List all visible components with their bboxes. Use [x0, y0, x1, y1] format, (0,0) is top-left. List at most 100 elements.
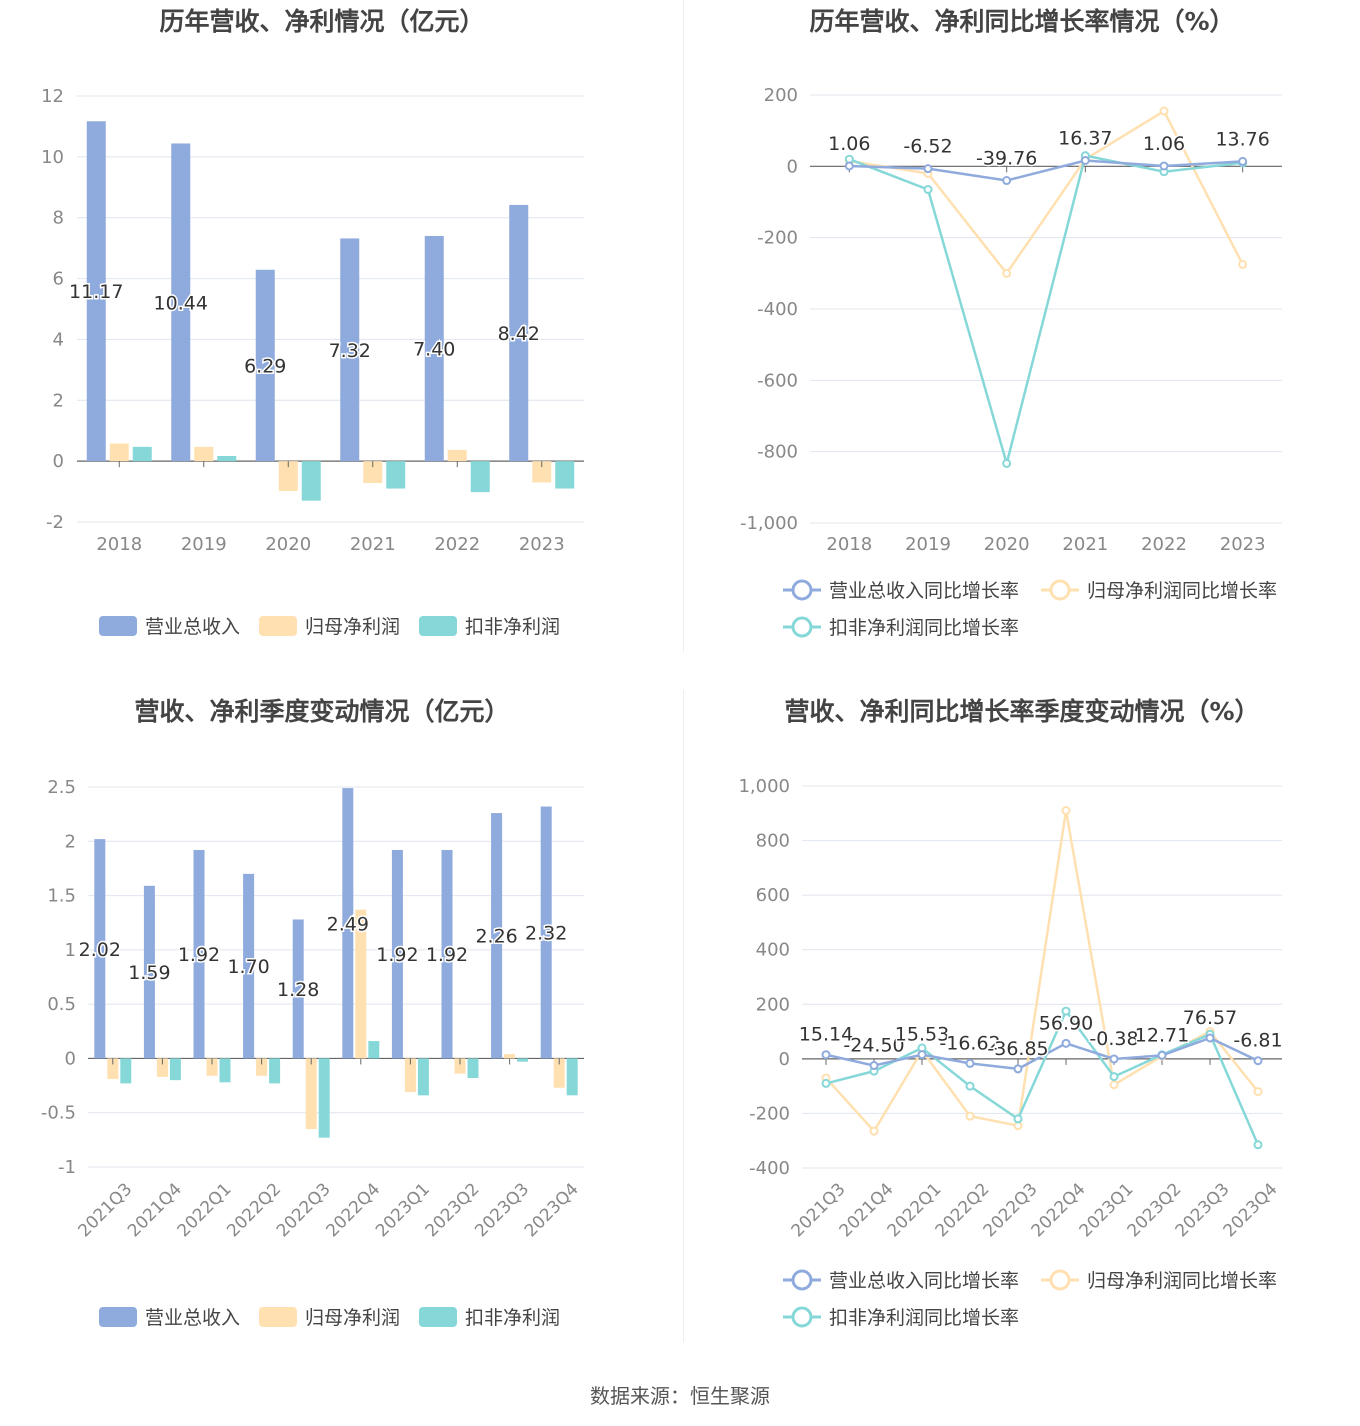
bar-deducted-profit [467, 1058, 479, 1078]
data-label: -0.38 [1089, 1028, 1138, 1050]
bar-revenue [86, 121, 106, 462]
chart-annual-revenue-profit: 历年营收、净利情况（亿元） -2 0 2 4 6 8 10 12 2018 2019 2020 2021… [41, 7, 584, 638]
x-tick-label: 2021Q3 [74, 1179, 136, 1241]
bar-deducted-profit [169, 1058, 181, 1081]
data-label: -6.81 [1233, 1030, 1282, 1052]
y-tick-label: 400 [756, 940, 790, 961]
x-tick-label: 2022Q3 [273, 1179, 335, 1241]
legend-item: 归母净利润同比增长率 [1041, 1269, 1277, 1292]
bar-net-profit [194, 446, 214, 462]
y-tick-label: 200 [764, 85, 798, 106]
legend-label: 归母净利润 [305, 1307, 400, 1329]
x-tick-label: 2021Q4 [124, 1179, 186, 1241]
legend-item: 营业总收入同比增长率 [783, 1269, 1019, 1292]
data-label: 2.49 [327, 913, 369, 935]
y-tick-label: -2 [46, 512, 64, 533]
legend-label: 营业总收入同比增长率 [829, 1270, 1019, 1292]
series-line-deducted-profit-growth [848, 154, 1243, 469]
bar-net-profit [256, 1058, 268, 1076]
legend-marker [1049, 1269, 1071, 1291]
data-point [917, 1050, 927, 1060]
bar-deducted-profit [566, 1058, 578, 1096]
legend-item: 扣非净利润 [419, 1307, 560, 1329]
data-point [1013, 1064, 1023, 1074]
data-label: 7.40 [413, 339, 455, 361]
legend-swatch [99, 1307, 137, 1327]
y-tick-label: 600 [756, 885, 790, 906]
data-label: 12.71 [1135, 1024, 1189, 1046]
data-point [869, 1126, 879, 1136]
bar-net-profit [504, 1054, 516, 1059]
bar-net-profit [305, 1058, 317, 1129]
data-label: -36.85 [987, 1038, 1048, 1060]
data-point [844, 161, 854, 171]
bar-net-profit [404, 1058, 416, 1093]
bar-net-profit [206, 1058, 218, 1076]
legend-label: 扣非净利润 [465, 1307, 560, 1329]
x-tick-label: 2023Q1 [372, 1179, 434, 1241]
data-label: 2.32 [525, 922, 567, 944]
data-label: 6.29 [244, 355, 286, 377]
legend-item: 扣非净利润同比增长率 [783, 616, 1019, 639]
bar-deducted-profit [318, 1058, 330, 1138]
bar-net-profit [107, 1058, 119, 1080]
data-point [821, 1050, 831, 1060]
series-line-revenue-growth [825, 1036, 1259, 1071]
chart-title: 营收、净利季度变动情况（亿元） [134, 697, 509, 726]
y-tick-label: -1 [58, 1157, 76, 1178]
y-tick-label: -0.5 [41, 1103, 76, 1124]
series-line-net-profit-growth [849, 109, 1244, 276]
bar-revenue [540, 806, 552, 1059]
data-label: 10.44 [154, 292, 208, 314]
data-point [1159, 106, 1169, 116]
legend-swatch [259, 616, 297, 636]
x-tick-label: 2022Q2 [223, 1179, 285, 1241]
bar-revenue [340, 238, 360, 462]
legend-label: 营业总收入 [145, 616, 240, 638]
bar-deducted-profit [517, 1058, 529, 1062]
legend-label: 营业总收入 [145, 1307, 240, 1329]
legend-label: 扣非净利润同比增长率 [829, 617, 1019, 639]
y-tick-label: -200 [757, 228, 798, 249]
y-tick-label: 0.5 [47, 994, 76, 1015]
y-tick-label: 6 [53, 269, 64, 290]
series-line-net-profit-growth [825, 810, 1259, 1134]
data-point [1109, 1072, 1119, 1082]
legend-item: 归母净利润同比增长率 [1041, 579, 1277, 602]
legend-marker [791, 579, 813, 601]
data-point [869, 1061, 879, 1071]
x-tick-label: 2023 [519, 534, 565, 555]
bar-revenue [243, 873, 255, 1059]
y-tick-label: 0 [65, 1048, 76, 1069]
legend-marker [791, 1269, 813, 1291]
bar-revenue [342, 788, 354, 1059]
data-label: -24.50 [843, 1035, 904, 1057]
divider-top [683, 0, 684, 652]
y-tick-label: 2 [65, 831, 76, 852]
y-tick-label: 10 [41, 147, 64, 168]
data-label: 2.02 [79, 939, 121, 961]
bar-revenue [391, 849, 403, 1059]
y-tick-label: 12 [41, 86, 64, 107]
data-point [1253, 1056, 1263, 1066]
x-tick-label: 2018 [826, 534, 872, 555]
y-tick-label: 8 [53, 208, 64, 229]
data-label: 76.57 [1183, 1007, 1237, 1029]
y-tick-label: 0 [779, 1049, 790, 1070]
bar-revenue [143, 885, 155, 1059]
bar-revenue [491, 813, 503, 1059]
legend-item: 归母净利润 [259, 616, 400, 638]
y-tick-label: 200 [756, 994, 790, 1015]
x-tick-label: 2019 [905, 534, 951, 555]
bar-deducted-profit [219, 1058, 231, 1083]
data-point [923, 185, 933, 195]
data-point [965, 1058, 975, 1068]
data-label: 15.14 [799, 1024, 853, 1046]
data-point [1253, 1087, 1263, 1097]
x-tick-label: 2023 [1220, 534, 1266, 555]
bar-deducted-profit [470, 461, 490, 493]
legend-label: 扣非净利润 [465, 616, 560, 638]
data-point [923, 164, 933, 174]
chart-title: 历年营收、净利同比增长率情况（%） [809, 7, 1234, 36]
